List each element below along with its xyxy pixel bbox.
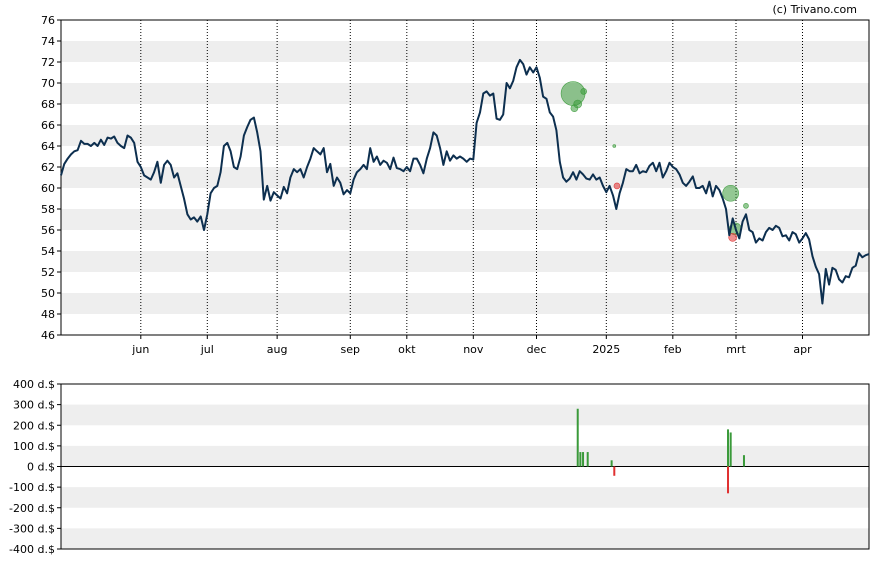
price-line (60, 58, 870, 305)
sell-bubble (728, 233, 737, 242)
y-tick-label: 400 d.$ (13, 378, 55, 391)
buy-bar (576, 408, 579, 467)
y-tick-label: 0 d.$ (27, 461, 55, 474)
x-tick-label: jun (131, 343, 149, 356)
x-tick-label: 2025 (592, 343, 620, 356)
y-tick-label: 76 (41, 14, 55, 27)
buy-bar (727, 429, 730, 467)
grid-band (61, 293, 869, 314)
x-tick-label: jul (200, 343, 214, 356)
price-panel-frame (60, 19, 870, 336)
y-tick-label: 72 (41, 56, 55, 69)
y-tick-label: -100 d.$ (9, 481, 55, 494)
grid-band (61, 404, 869, 426)
x-tick-label: mrt (726, 343, 746, 356)
x-tick-label: dec (527, 343, 547, 356)
grid-band (61, 528, 869, 549)
buy-bubble (570, 104, 579, 112)
transactions-panel: 400 d.$ 300 d.$ 200 d.$ 100 d.$ 0 d.$ -100 d.… (9, 378, 870, 556)
price-panel: jun jul aug sep okt nov dec 2025 feb mrt apr 46 48 50… (41, 14, 870, 356)
grid-band (61, 251, 869, 272)
y-tick-label: -300 d.$ (9, 522, 55, 535)
y-tick-label: 54 (41, 245, 55, 258)
grid-band (61, 445, 869, 467)
grid-band (61, 83, 869, 104)
buy-bubble (722, 184, 739, 202)
sell-bubble (613, 182, 621, 190)
y-tick-label: 48 (41, 308, 55, 321)
x-tick-label: feb (664, 343, 682, 356)
y-tick-label: 52 (41, 266, 55, 279)
y-tick-label: -200 d.$ (9, 502, 55, 515)
sell-bar (727, 466, 730, 494)
y-tick-label: -400 d.$ (9, 543, 55, 556)
grid-band (61, 167, 869, 188)
y-tick-label: 300 d.$ (13, 399, 55, 412)
y-tick-label: 46 (41, 329, 55, 342)
grid-band (61, 125, 869, 146)
buy-bubble (743, 203, 749, 209)
y-tick-label: 50 (41, 287, 55, 300)
y-tick-label: 70 (41, 77, 55, 90)
buy-bubble (580, 88, 588, 95)
buy-bar (729, 432, 732, 467)
buy-bar (610, 460, 613, 467)
credit-text: (c) Trivano.com (772, 3, 857, 16)
y-tick-label: 200 d.$ (13, 419, 55, 432)
y-tick-label: 56 (41, 224, 55, 237)
x-tick-label: nov (463, 343, 484, 356)
sell-bar (613, 466, 616, 476)
x-tick-label: aug (267, 343, 288, 356)
y-tick-label: 64 (41, 140, 55, 153)
y-tick-label: 74 (41, 35, 55, 48)
y-tick-label: 66 (41, 119, 55, 132)
buy-bar (582, 452, 585, 467)
grid-band (61, 487, 869, 508)
grid-band (61, 41, 869, 62)
y-tick-label: 100 d.$ (13, 440, 55, 453)
x-tick-label: okt (398, 343, 416, 356)
buy-bar (586, 452, 589, 467)
y-tick-label: 62 (41, 161, 55, 174)
buy-bar (579, 452, 582, 467)
grid-band (61, 209, 869, 230)
buy-bar (742, 455, 745, 467)
buy-bubble (612, 144, 617, 148)
y-tick-label: 58 (41, 203, 55, 216)
x-tick-label: sep (341, 343, 360, 356)
y-tick-label: 60 (41, 182, 55, 195)
x-tick-label: apr (793, 343, 812, 356)
y-tick-label: 68 (41, 98, 55, 111)
